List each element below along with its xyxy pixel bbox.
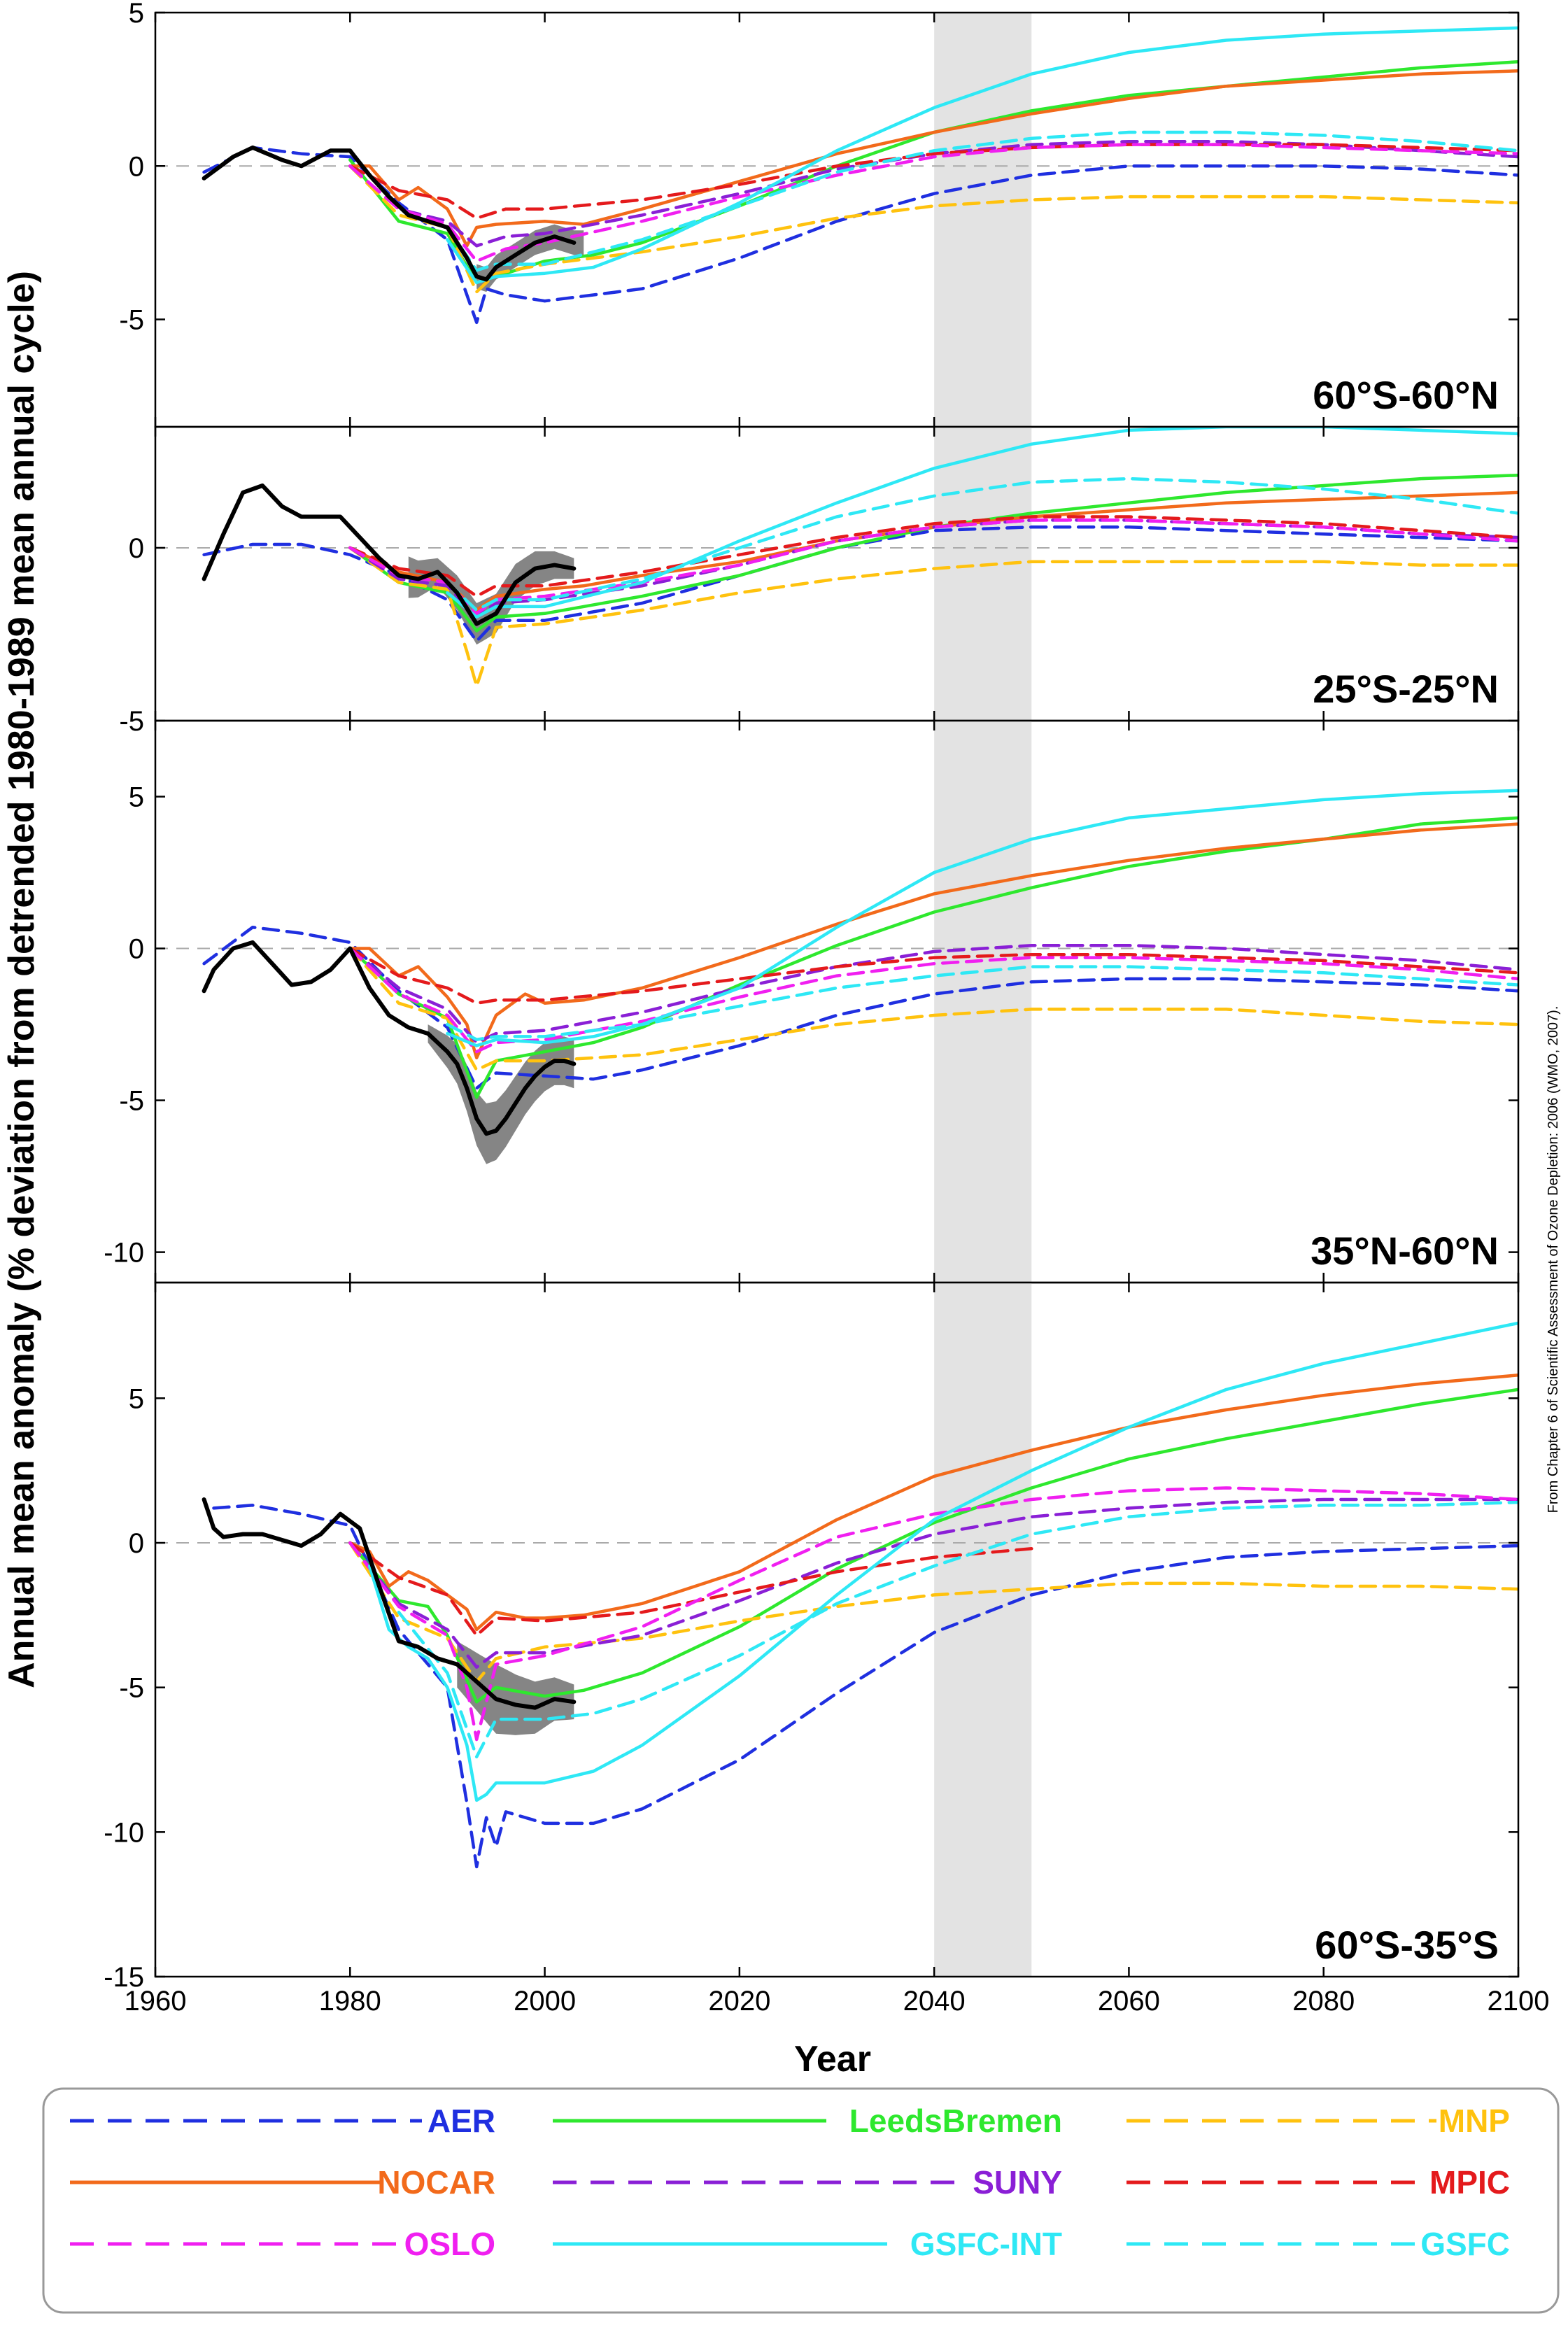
legend-label-bg (1436, 2096, 1518, 2142)
observed-line (202, 145, 577, 282)
panel-frame (154, 1281, 1520, 1978)
series-line-aer (202, 525, 1518, 643)
panel-label: 60°S-35°S (1315, 1923, 1499, 1967)
y-tick-label: 0 (129, 151, 144, 182)
x-tick-label: 1960 (125, 1986, 187, 2017)
x-tick-label: 2020 (708, 1986, 770, 2017)
x-tick-label: 2080 (1292, 1986, 1355, 2017)
legend-label-oslo: OSLO (404, 2226, 495, 2262)
y-tick-label: 5 (129, 1383, 144, 1414)
shaded-period (934, 13, 1032, 427)
legend-label-nocar: NOCAR (377, 2164, 495, 2201)
panel-series (202, 427, 1518, 688)
series-line-mnp (348, 947, 1518, 1072)
series-line-aer (202, 925, 1518, 1090)
panel-series (202, 26, 1518, 325)
y-tick-label: -5 (119, 706, 144, 737)
panel-frame (154, 719, 1520, 1284)
shaded-period (934, 721, 1032, 1283)
legend-label-gsfc-int: GSFC-INT (910, 2226, 1062, 2262)
y-tick-label: 0 (129, 533, 144, 564)
legend-label-suny: SUNY (973, 2164, 1062, 2201)
y-tick-label: -10 (104, 1238, 144, 1269)
observed-line (202, 483, 577, 626)
x-tick-label: 2060 (1098, 1986, 1160, 2017)
series-line-oslo (348, 143, 1518, 263)
y-tick-label: -5 (119, 1086, 144, 1117)
shaded-period (934, 427, 1032, 721)
series-line-aer (202, 146, 1518, 325)
x-tick-label: 2040 (903, 1986, 966, 2017)
series-line-mpic (348, 947, 1518, 1005)
panel-1: 5 0 -5 60°S-60°N (119, 0, 1520, 428)
observed-line (202, 1497, 577, 1710)
y-tick-label: 0 (129, 934, 144, 965)
legend-label-leedsbremen: LeedsBremen (849, 2103, 1062, 2139)
series-line-nocar (348, 1374, 1518, 1632)
legend: AER LeedsBremen MNP NOCAR SUNY MPIC OSLO GSFC-I… (42, 2087, 1560, 2314)
panel-label: 25°S-25°N (1313, 667, 1499, 711)
y-tick-label: -5 (119, 1673, 144, 1704)
panel-2: 0 -5 25°S-25°N (119, 425, 1520, 737)
series-line-leedsbremen (348, 816, 1518, 1099)
y-tick-label: 5 (129, 782, 144, 813)
observed-line (202, 940, 577, 1136)
series-line-leedsbremen (348, 473, 1518, 633)
legend-label-aer: AER (428, 2103, 495, 2139)
y-tick-label: -10 (104, 1817, 144, 1848)
series-line-mpic (348, 515, 1518, 598)
series-line-gsfc-int (446, 427, 1518, 619)
series-line-mpic (348, 1541, 1033, 1637)
legend-label-bg (402, 2219, 504, 2265)
series-line-nocar (348, 69, 1518, 248)
legend-label-mpic: MPIC (1429, 2164, 1510, 2201)
legend-label-bg (1416, 2219, 1518, 2265)
plot-area: 5 0 -5 60°S-60°N 0 -5 25°S-25°N 5 0 -5 -10 35°N-60°… (104, 0, 1549, 2017)
legend-label-mnp: MNP (1439, 2103, 1510, 2139)
legend-label-bg (381, 2157, 504, 2203)
series-line-leedsbremen (348, 1388, 1518, 1704)
y-tick-label: 5 (129, 0, 144, 29)
series-line-mnp (348, 546, 1518, 688)
series-line-gsfc (446, 965, 1518, 1042)
y-tick-label: -15 (104, 1962, 144, 1993)
legend-label-bg (1416, 2157, 1518, 2203)
x-tick-label: 2100 (1488, 1986, 1550, 2017)
legend-label-bg (826, 2096, 1071, 2142)
series-line-aer (212, 1504, 1518, 1869)
observed-uncertainty-band (428, 1024, 574, 1164)
series-line-oslo (348, 1486, 1518, 1742)
shaded-period (934, 1283, 1032, 1977)
y-axis-title: Annual mean anomaly (% deviation from de… (1, 271, 42, 1688)
panel-label: 60°S-60°N (1313, 373, 1499, 417)
panel-series (202, 789, 1518, 1164)
credit-text: From Chapter 6 of Scientific Assessment … (1546, 1006, 1561, 1513)
x-tick-label: 1980 (319, 1986, 381, 2017)
legend-label-bg (422, 2096, 504, 2142)
panel-series (202, 1321, 1518, 1869)
series-line-gsfc-int (446, 789, 1518, 1047)
legend-label-gsfc: GSFC (1420, 2226, 1510, 2262)
series-line-nocar (348, 822, 1518, 1060)
x-tick-label: 2000 (514, 1986, 576, 2017)
panel-3: 5 0 -5 -10 35°N-60°N (104, 719, 1520, 1284)
series-line-oslo (348, 947, 1518, 1054)
panel-4: 5 0 -5 -10 -15 60°S-35°S (104, 1281, 1520, 1993)
observed-uncertainty-band (457, 1641, 574, 1735)
legend-label-bg (968, 2157, 1071, 2203)
y-tick-label: -5 (119, 305, 144, 336)
series-line-gsfc (397, 1500, 1518, 1759)
series-line-gsfc-int (446, 26, 1518, 285)
series-line-mnp (348, 1541, 1518, 1683)
x-axis-title: Year (794, 2039, 871, 2080)
panel-label: 35°N-60°N (1311, 1229, 1499, 1273)
series-line-suny (348, 943, 1518, 1045)
y-tick-label: 0 (129, 1528, 144, 1559)
series-line-gsfc-int (367, 1321, 1518, 1802)
legend-label-bg (887, 2219, 1071, 2265)
